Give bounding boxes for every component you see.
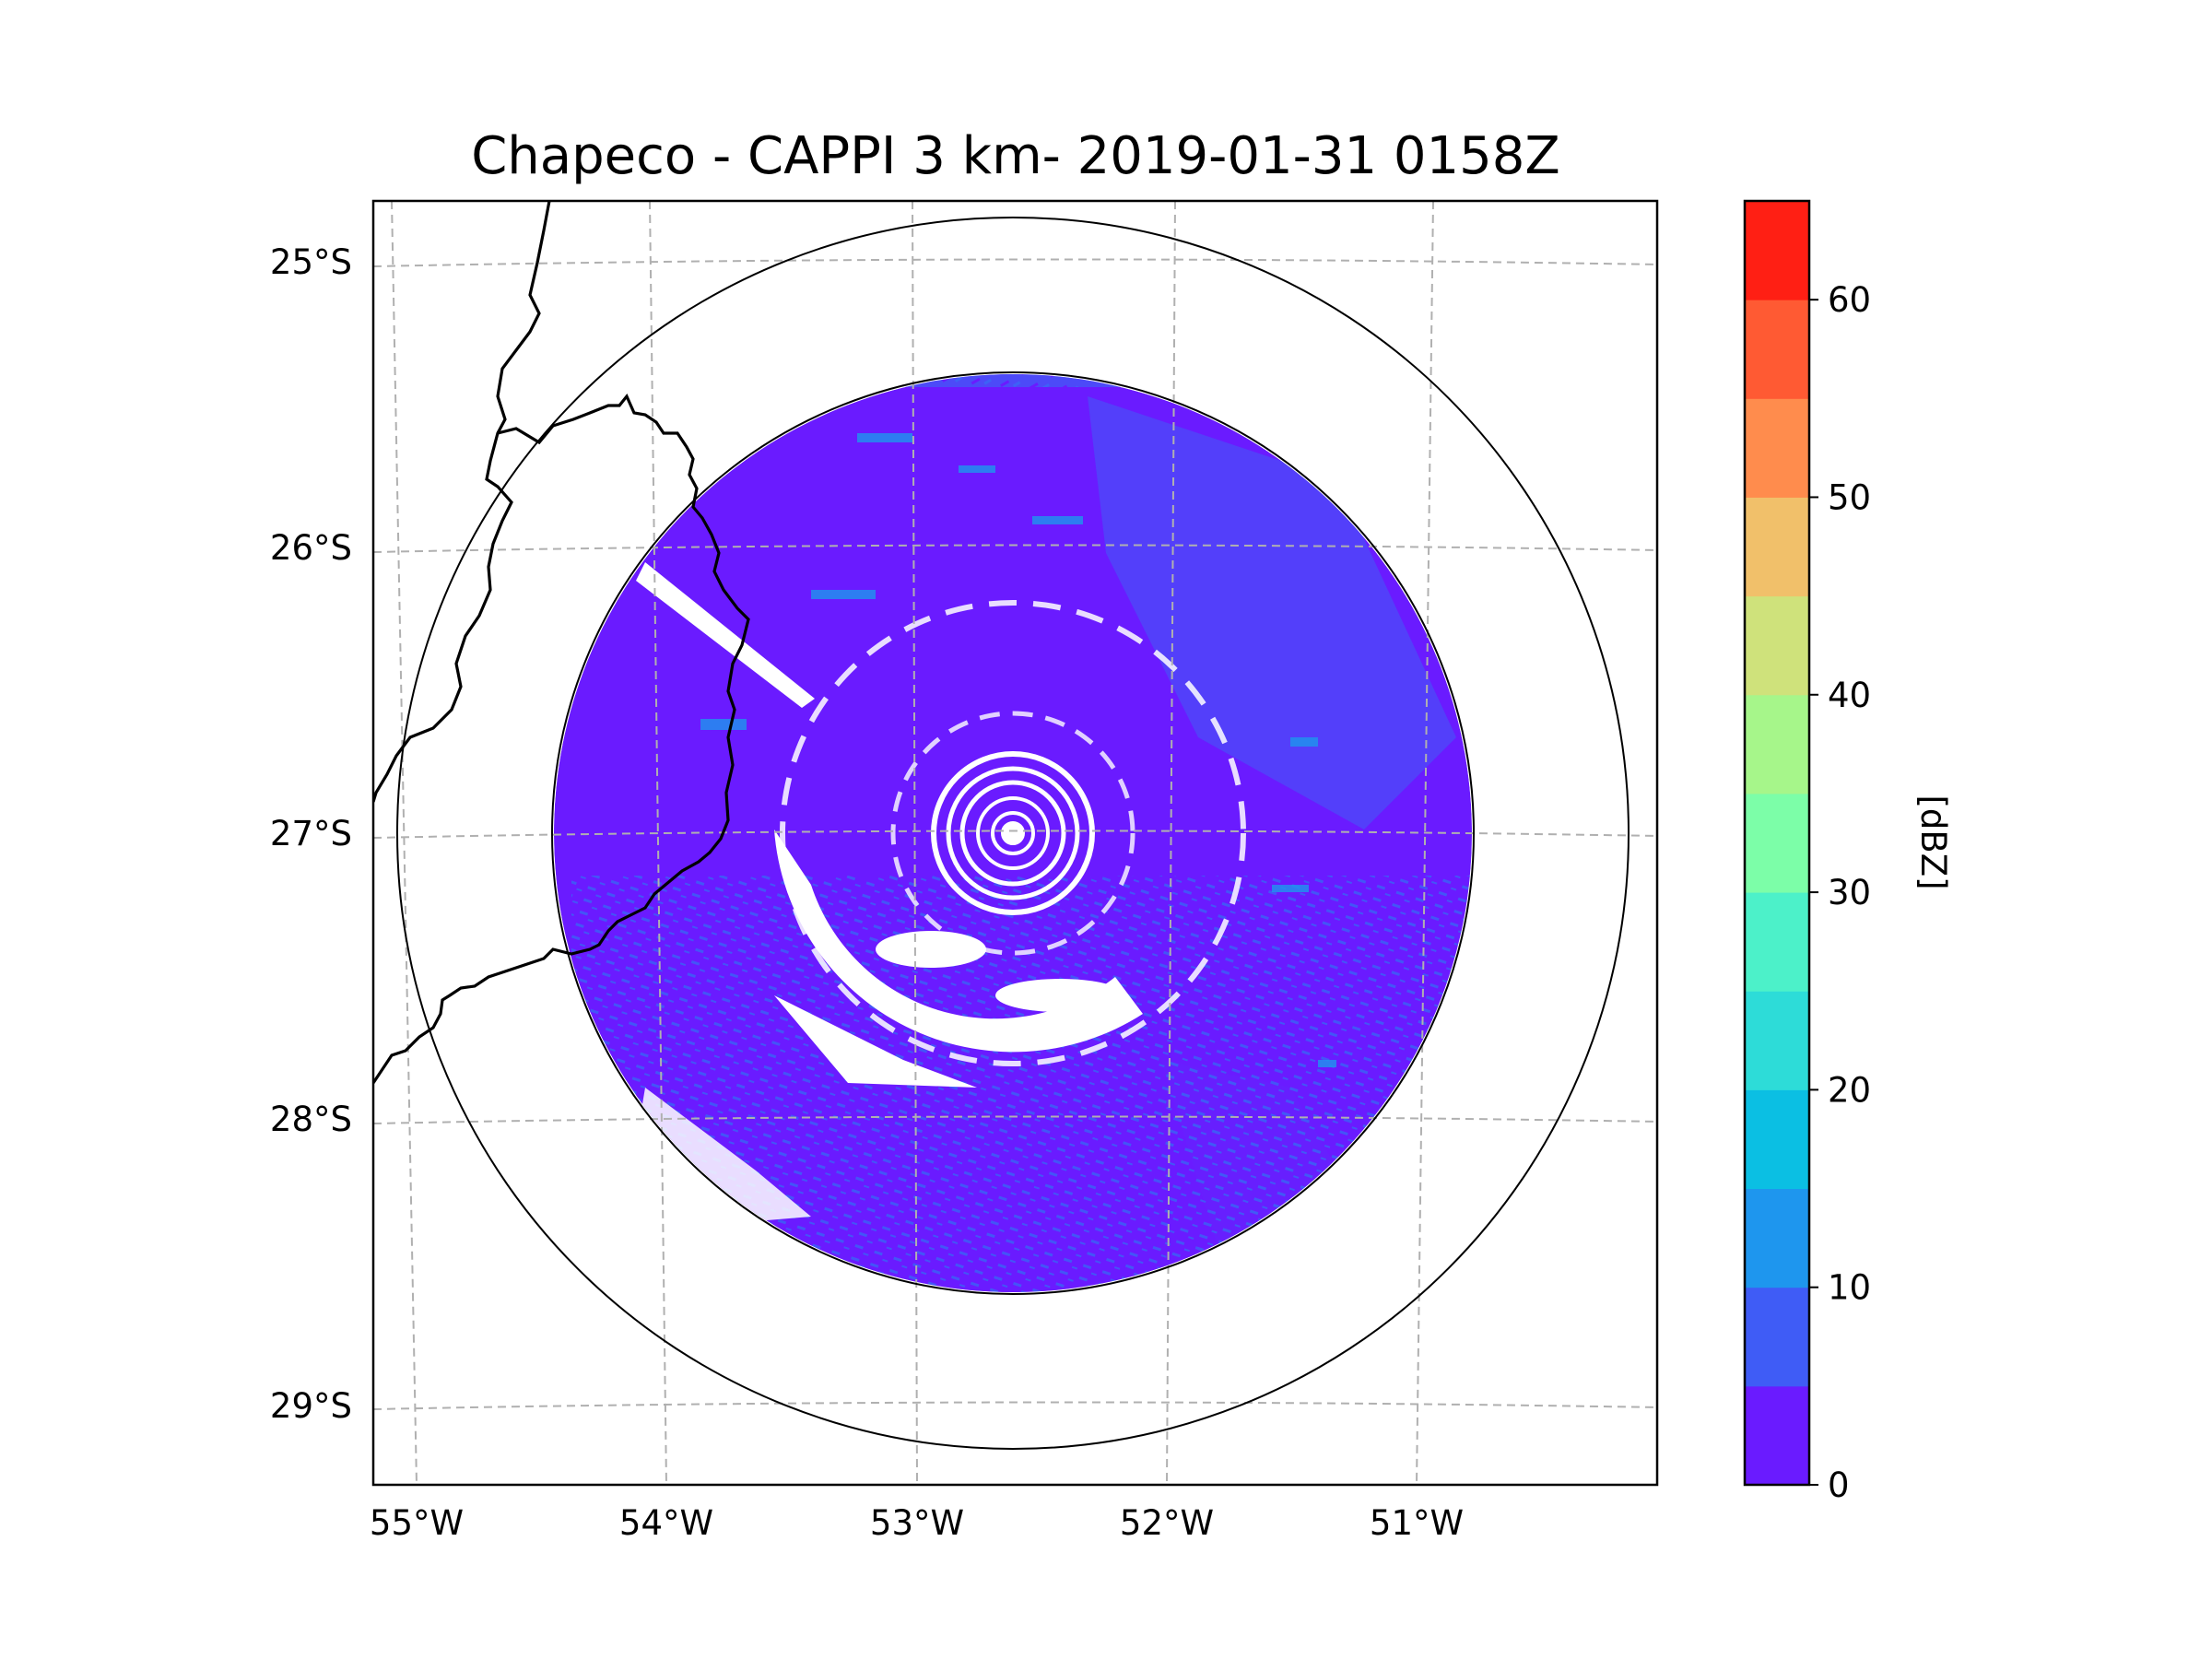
colorbar-bin xyxy=(1745,1287,1809,1387)
colorbar-ticks: 0 10 20 30 40 50 60 xyxy=(1809,280,1871,1505)
colorbar-bin xyxy=(1745,694,1809,794)
lat-label-28: 28°S xyxy=(270,1100,352,1139)
colorbar-bin xyxy=(1745,201,1809,300)
lon-label-53: 53°W xyxy=(870,1503,964,1543)
lon-gridline xyxy=(1166,201,1176,1485)
lon-gridline xyxy=(1416,201,1434,1485)
range-ring-outer xyxy=(396,217,1630,1450)
country-border xyxy=(373,201,551,803)
longitude-labels: 55°W 54°W 53°W 52°W 51°W xyxy=(370,1503,1464,1543)
lon-gridline xyxy=(391,201,418,1485)
colorbar-bin xyxy=(1745,1188,1809,1288)
lat-gridline xyxy=(373,258,1657,267)
colorbar-tick-label: 40 xyxy=(1828,676,1871,715)
center-clutter-rings xyxy=(780,600,1246,1066)
colorbar-bin xyxy=(1745,497,1809,597)
lat-gridline xyxy=(373,830,1657,839)
lat-gridline xyxy=(373,1115,1657,1124)
map-frame xyxy=(371,199,1659,1487)
latitude-labels: 25°S 26°S 27°S 28°S 29°S xyxy=(270,242,352,1426)
colorbar-bin xyxy=(1745,398,1809,498)
beam-blockage-wedge xyxy=(636,562,815,708)
lon-label-51: 51°W xyxy=(1370,1503,1464,1543)
echo-region-northeast xyxy=(1088,396,1456,830)
colorbar-bin xyxy=(1745,892,1809,992)
echo-cyan-speckles xyxy=(700,433,1336,1067)
lon-label-55: 55°W xyxy=(370,1503,464,1543)
colorbar-bin xyxy=(1745,991,1809,1090)
colorbar-frame xyxy=(1743,199,1811,1487)
colorbar-tick-label: 10 xyxy=(1828,1268,1871,1308)
map-gridlines xyxy=(373,201,1657,1485)
colorbar-tick-label: 0 xyxy=(1828,1465,1850,1505)
colorbar-bin xyxy=(1745,1089,1809,1190)
lon-label-52: 52°W xyxy=(1120,1503,1214,1543)
colorbar-tick-label: 50 xyxy=(1828,477,1871,517)
colorbar-bin xyxy=(1745,1385,1809,1486)
colorbar-tick-label: 60 xyxy=(1828,280,1871,320)
lat-gridline xyxy=(373,544,1657,553)
colorbar: 0 10 20 30 40 50 60 [dBZ] xyxy=(1743,199,1953,1505)
state-border xyxy=(373,393,750,1084)
echo-region-south xyxy=(571,876,1472,1292)
lat-label-27: 27°S xyxy=(270,814,352,853)
lat-label-29: 29°S xyxy=(270,1386,352,1426)
colorbar-label: [dBZ] xyxy=(1913,794,1953,889)
lon-gridline xyxy=(912,201,918,1485)
range-ring-inner xyxy=(551,371,1475,1295)
colorbar-bin xyxy=(1745,793,1809,893)
colorbar-bin xyxy=(1745,300,1809,399)
lat-label-26: 26°S xyxy=(270,528,352,568)
lat-label-25: 25°S xyxy=(270,242,352,282)
figure-title: Chapeco - CAPPI 3 km- 2019-01-31 0158Z xyxy=(471,126,1560,186)
colorbar-bin xyxy=(1745,595,1809,696)
lat-gridline xyxy=(373,1401,1657,1410)
lon-label-54: 54°W xyxy=(619,1503,713,1543)
map-axes: 25°S 26°S 27°S 28°S 29°S 55°W 54°W 53°W … xyxy=(270,199,1659,1543)
colorbar-bins xyxy=(1745,201,1809,1486)
lon-gridline xyxy=(649,201,667,1485)
colorbar-tick-label: 20 xyxy=(1828,1070,1871,1110)
colorbar-tick-label: 30 xyxy=(1828,873,1871,912)
